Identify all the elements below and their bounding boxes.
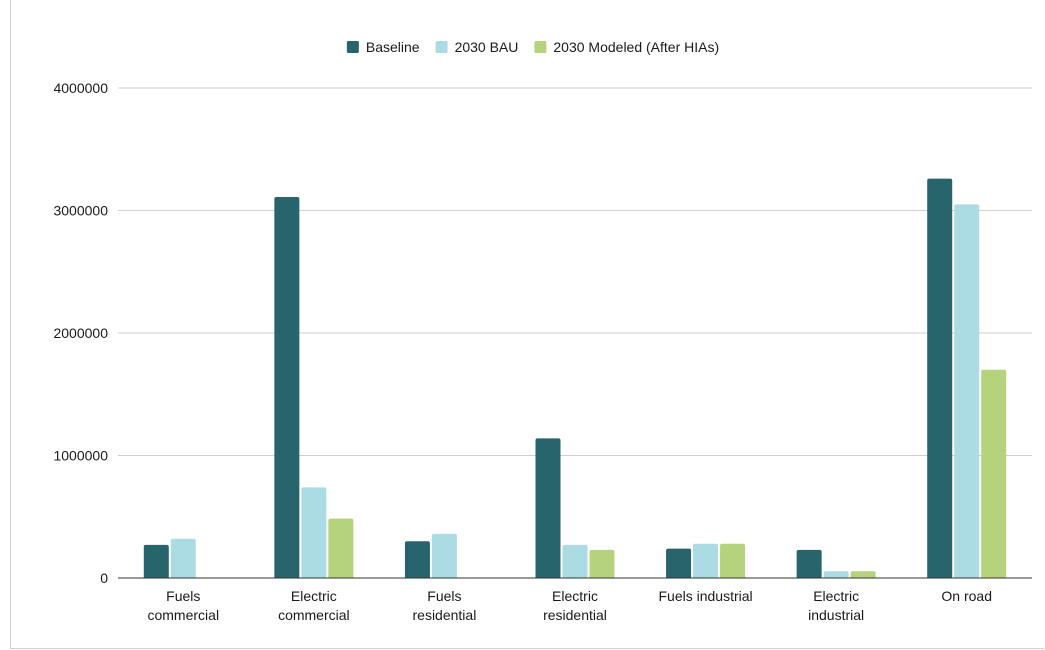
y-tick-label: 2000000 <box>53 325 108 341</box>
bar-2030-bau <box>954 204 980 578</box>
y-axis-ticks: 0 1000000 2000000 3000000 4000000 <box>53 80 108 586</box>
x-category-label: On road <box>941 588 992 604</box>
x-category-label: Electric <box>813 588 859 604</box>
bar-2030-modeled-after-hias <box>328 518 354 578</box>
x-category-label: commercial <box>147 607 219 623</box>
bar-2030-bau <box>693 543 719 578</box>
chart-frame <box>10 0 1044 649</box>
legend-swatch <box>346 41 359 53</box>
x-category-label: commercial <box>278 607 350 623</box>
bar-baseline <box>927 178 953 578</box>
bars <box>143 178 1007 578</box>
bar-baseline <box>796 549 822 578</box>
bar-2030-bau <box>170 538 196 578</box>
legend-swatch <box>435 41 448 53</box>
bar-2030-bau <box>431 533 457 578</box>
gridlines <box>118 87 1032 456</box>
x-category-label: Fuels industrial <box>658 588 752 604</box>
x-category-label: Electric <box>291 588 337 604</box>
x-category-label: Fuels <box>166 588 200 604</box>
x-category-label: industrial <box>808 607 864 623</box>
bar-baseline <box>404 541 430 578</box>
legend-label: 2030 BAU <box>455 39 519 55</box>
x-category-label: Fuels <box>427 588 461 604</box>
legend-label: Baseline <box>366 39 420 55</box>
legend-swatch <box>534 41 547 53</box>
y-tick-label: 4000000 <box>53 80 108 96</box>
x-axis-category-labels: Fuels commercial Electric commercial Fuels re… <box>147 588 992 623</box>
bar-baseline <box>274 197 300 578</box>
bar-baseline <box>666 548 692 578</box>
y-tick-label: 1000000 <box>53 448 108 464</box>
bar-2030-bau <box>301 487 327 578</box>
bar-baseline <box>143 544 169 578</box>
legend: Baseline 2030 BAU 2030 Modeled (After HIAs… <box>346 39 719 55</box>
bar-2030-modeled-after-hias <box>981 369 1007 578</box>
x-category-label: Electric <box>552 588 598 604</box>
bar-2030-modeled-after-hias <box>720 543 746 578</box>
bar-2030-modeled-after-hias <box>589 549 615 578</box>
bar-baseline <box>535 438 561 578</box>
x-category-label: residential <box>543 607 607 623</box>
bar-2030-modeled-after-hias <box>850 571 876 578</box>
y-tick-label: 3000000 <box>53 203 108 219</box>
y-tick-label: 0 <box>100 570 108 586</box>
bar-2030-bau <box>823 571 849 578</box>
legend-label: 2030 Modeled (After HIAs) <box>553 39 719 55</box>
bar-2030-bau <box>562 544 588 578</box>
x-category-label: residential <box>413 607 477 623</box>
